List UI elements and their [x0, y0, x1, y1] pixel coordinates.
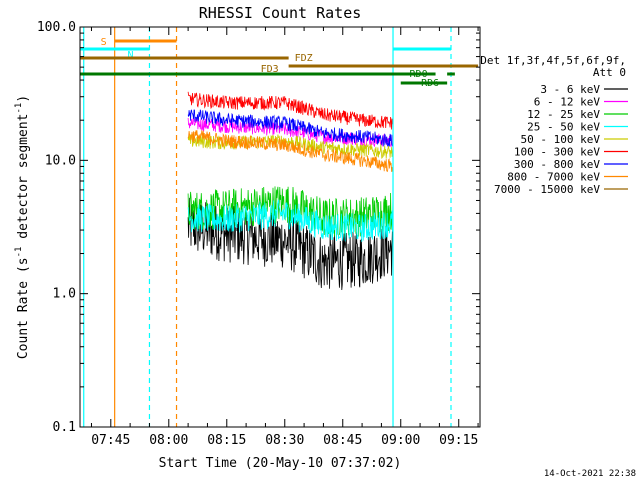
legend-label-3: 25 - 50 keV: [527, 121, 600, 134]
y-tick-label-3: 100.0: [37, 20, 76, 35]
series-line-7: [187, 130, 394, 173]
legend-label-5: 100 - 300 keV: [514, 146, 600, 159]
legend-label-7: 800 - 7000 keV: [507, 171, 600, 184]
x-tick-label-6: 09:15: [439, 433, 478, 448]
y-axis-label: Count Rate (s-1 detector segment-1): [14, 95, 31, 359]
x-tick-label-2: 08:15: [207, 433, 246, 448]
legend-label-2: 12 - 25 keV: [527, 108, 600, 121]
flag-label-n: N: [127, 50, 133, 61]
x-tick-label-0: 07:45: [91, 433, 130, 448]
legend-header-1: Att 0: [593, 66, 626, 79]
x-tick-label-3: 08:30: [265, 433, 304, 448]
plot-frame: [79, 26, 481, 428]
flag-label-fd3: FD3: [261, 64, 279, 75]
y-tick-label-0: 0.1: [53, 420, 76, 435]
y-axis-label-sup2: -1: [14, 103, 24, 114]
legend-label-0: 3 - 6 keV: [540, 83, 600, 96]
legend-label-6: 300 - 800 keV: [514, 158, 600, 171]
footer-timestamp: 14-Oct-2021 22:38: [544, 469, 636, 479]
legend-label-1: 6 - 12 keV: [534, 96, 601, 109]
flag-label-fdz: FDZ: [295, 53, 313, 64]
x-tick-label-5: 09:00: [381, 433, 420, 448]
markers-layer: [83, 27, 452, 427]
flag-label-s: S: [101, 37, 107, 48]
y-tick-label-1: 1.0: [53, 287, 76, 302]
legend-label-4: 50 - 100 keV: [521, 133, 601, 146]
flag-label-rd0: RD0: [410, 69, 428, 80]
series-layer: [187, 91, 394, 291]
y-axis-label-part3: ): [16, 95, 31, 103]
y-tick-label-2: 10.0: [45, 153, 76, 168]
y-axis-label-part2: detector segment: [16, 114, 31, 247]
legend-label-8: 7000 - 15000 keV: [494, 183, 600, 196]
flag-label-rd6: RD6: [421, 78, 439, 89]
series-line-5: [187, 91, 394, 130]
x-tick-label-1: 08:00: [149, 433, 188, 448]
series-line-3: [187, 199, 394, 243]
x-tick-label-4: 08:45: [323, 433, 362, 448]
y-axis-label-part1: Count Rate (s: [16, 257, 31, 359]
axis-ticks: 0.1 1.0 10.0 100.0 07:45 08:00 08:15 08:30 08:45…: [37, 20, 480, 448]
x-axis-label: Start Time (20-May-10 07:37:02): [159, 456, 402, 471]
legend-header-0: Det 1f,3f,4f,5f,6f,9f,: [480, 54, 626, 67]
chart-title: RHESSI Count Rates: [199, 4, 362, 22]
y-axis-label-sup1: -1: [14, 247, 24, 258]
series-line-6: [187, 109, 394, 148]
